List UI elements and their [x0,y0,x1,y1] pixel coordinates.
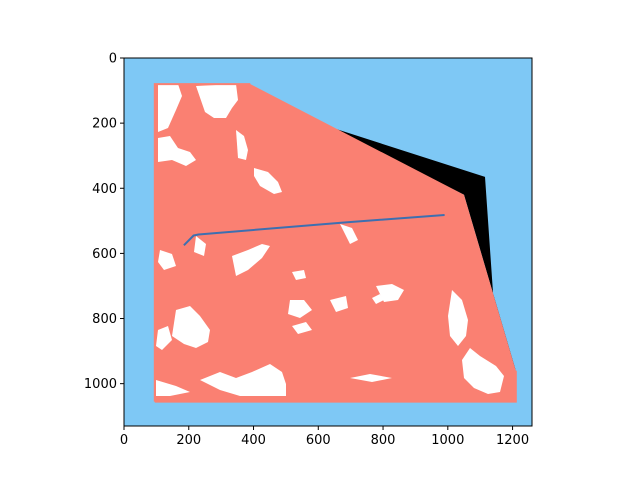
region-hole [196,84,238,118]
region-hole [448,290,468,346]
region-hole [462,348,504,394]
region-hole [232,244,270,276]
region-hole [330,296,348,312]
x-tick-label: 0 [120,433,128,448]
y-tick-label: 600 [92,247,117,262]
region-hole [156,326,172,350]
region-hole [158,136,196,166]
x-tick-label: 1000 [431,433,464,448]
y-tick-label: 800 [92,312,117,327]
region-hole [292,322,312,334]
x-tick-label: 1200 [496,433,529,448]
y-tick-label: 200 [92,117,117,132]
region-hole [194,236,206,256]
axes-frame [123,57,533,427]
region-hole [288,300,312,318]
region-hole [156,380,190,396]
x-tick-label: 200 [176,433,201,448]
region-outline-bottom-right [154,370,517,403]
region-hole [340,224,358,244]
region-outline-left-top [153,83,251,402]
y-tick-label: 0 [109,52,117,67]
region-hole [292,270,306,280]
region-hole [376,284,404,302]
x-tick-label: 800 [371,433,396,448]
y-tick-label: 400 [92,182,117,197]
salmon-region [154,84,516,402]
series-line [183,214,445,247]
region-hole [200,364,286,396]
region-hole [254,168,282,194]
region-hole [172,306,210,348]
region-hole [350,374,392,382]
region-hole [372,294,384,304]
x-tick-label: 600 [306,433,331,448]
x-tick-label: 400 [241,433,266,448]
y-tick-label: 1000 [84,377,117,392]
plot-area [124,58,532,426]
region-hole [236,130,248,160]
shadow-region [328,126,516,371]
axes: 0 200 400 600 800 1000 1200 0 200 400 600 800 1000 [84,52,533,448]
region-hole [158,250,176,270]
region-hole [158,84,182,132]
